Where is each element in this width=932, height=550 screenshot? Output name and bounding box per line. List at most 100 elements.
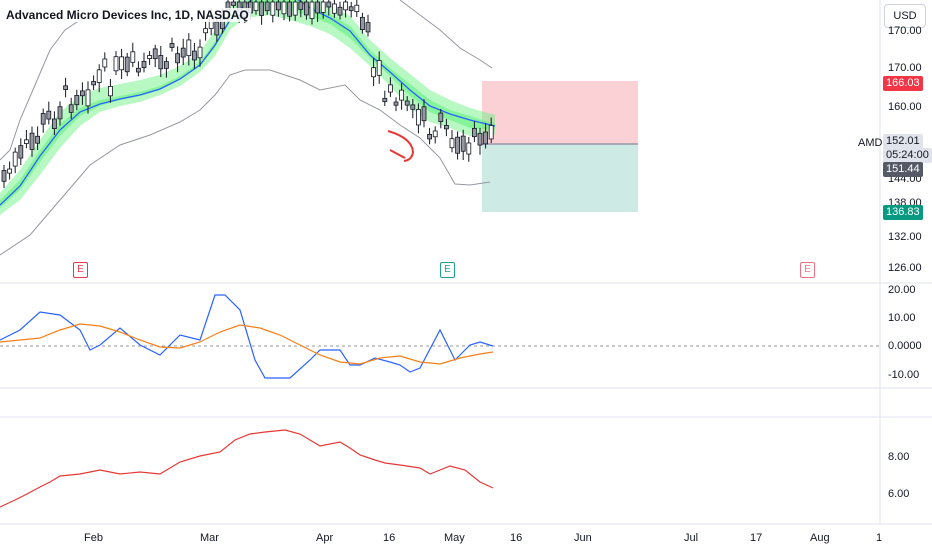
candle-body <box>348 6 354 11</box>
oscillator-fast-line[interactable] <box>0 294 494 379</box>
symbol-label: AMD <box>858 137 883 149</box>
candle-body <box>130 51 136 63</box>
candle-body <box>460 135 466 152</box>
candle-body <box>35 135 40 144</box>
candle-body <box>371 67 377 78</box>
chart-title[interactable]: Advanced Micro Devices Inc, 1D, NASDAQ <box>4 8 251 22</box>
candle-body <box>7 168 12 174</box>
price-axis-label: 160.00 <box>888 101 922 113</box>
countdown-tag: 05:24:00 <box>883 148 932 163</box>
candle-body <box>427 134 433 140</box>
candle-body <box>158 55 164 70</box>
time-axis-label: Feb <box>84 532 103 544</box>
candle-body <box>483 131 489 145</box>
candle-body <box>315 1 321 14</box>
candle-body <box>12 151 18 167</box>
candle-body <box>74 94 80 106</box>
risk-zone[interactable] <box>482 81 638 144</box>
drawn-curve[interactable] <box>387 130 415 162</box>
drawn-line[interactable] <box>389 149 406 159</box>
prev-price-tag: 151.44 <box>883 162 923 177</box>
candle-body <box>303 1 309 16</box>
oscillator-axis-label: 0.0000 <box>888 340 922 352</box>
oscillator-slow-line[interactable] <box>0 323 494 365</box>
candle-body <box>449 138 455 149</box>
candle-body <box>331 3 337 14</box>
candle-body <box>270 1 276 16</box>
price-axis-label: 170.00 <box>888 62 922 74</box>
candle-body <box>354 4 360 13</box>
candle-body <box>186 39 192 57</box>
candle-body <box>443 125 449 130</box>
time-axis-label: 16 <box>383 532 396 544</box>
candle-body <box>309 1 315 19</box>
earnings-marker[interactable]: E <box>800 262 815 278</box>
candle-body <box>466 142 472 155</box>
candle-body <box>337 6 343 16</box>
time-axis-label: 1 <box>876 532 883 544</box>
candle-body <box>102 58 108 68</box>
candle-body <box>376 60 382 76</box>
time-axis-label: Apr <box>316 532 334 544</box>
price-axis-label: 170.00 <box>888 25 922 37</box>
earnings-marker[interactable]: E <box>73 262 88 278</box>
oscillator-axis-label: -10.00 <box>888 369 920 381</box>
candle-body <box>52 118 57 129</box>
candle-body <box>40 113 46 125</box>
candle-body <box>119 56 124 71</box>
candle-body <box>29 132 35 150</box>
candle-body <box>275 1 281 11</box>
candle-body <box>382 97 388 103</box>
time-axis-label: 16 <box>510 532 523 544</box>
candle-body <box>387 84 393 93</box>
candle-body <box>231 1 237 6</box>
candle-body <box>96 69 102 83</box>
candle-body <box>191 50 197 61</box>
currency-selector[interactable]: USD <box>884 4 926 28</box>
candle-body <box>68 104 74 113</box>
last-price-tag: 152.01 <box>883 134 923 149</box>
candle-body <box>343 1 349 11</box>
lower-axis-label: 8.00 <box>888 451 910 463</box>
target-price-tag: 136.83 <box>883 205 923 220</box>
reward-zone[interactable] <box>482 144 638 212</box>
oscillator-axis-label: 20.00 <box>888 284 916 296</box>
candle-body <box>214 21 220 36</box>
candle-body <box>477 132 483 146</box>
candle-body <box>415 109 421 126</box>
stop-price-tag: 166.03 <box>883 76 923 91</box>
candle-body <box>455 136 461 154</box>
candle-body <box>298 1 304 10</box>
candle-body <box>23 139 29 144</box>
candle-body <box>253 1 259 12</box>
candle-body <box>264 1 270 12</box>
time-axis-label: Jul <box>684 532 699 544</box>
candle-body <box>1 170 7 182</box>
price-axis-label: 132.00 <box>888 231 922 243</box>
candle-body <box>399 89 405 101</box>
envelope-lower <box>0 69 491 256</box>
earnings-marker[interactable]: E <box>440 262 455 278</box>
lower-indicator-line[interactable] <box>0 429 494 508</box>
candle-body <box>141 60 147 68</box>
time-axis-label: 17 <box>750 532 763 544</box>
candle-body <box>113 56 119 72</box>
candle-body <box>203 28 209 34</box>
candle-body <box>169 43 175 48</box>
candle-body <box>410 104 416 110</box>
candle-body <box>91 81 96 86</box>
candle-body <box>197 46 203 59</box>
candle-body <box>438 112 444 123</box>
oscillator-axis-label: 10.00 <box>888 312 916 324</box>
time-axis-label: Jun <box>574 532 592 544</box>
candle-body <box>326 1 332 8</box>
candle-body <box>175 53 181 64</box>
candle-body <box>365 22 371 33</box>
candle-body <box>108 86 113 97</box>
candle-body <box>63 85 68 90</box>
candle-body <box>281 1 287 15</box>
candle-body <box>404 100 410 106</box>
time-axis-label: Mar <box>200 532 219 544</box>
candle-body <box>320 1 326 13</box>
